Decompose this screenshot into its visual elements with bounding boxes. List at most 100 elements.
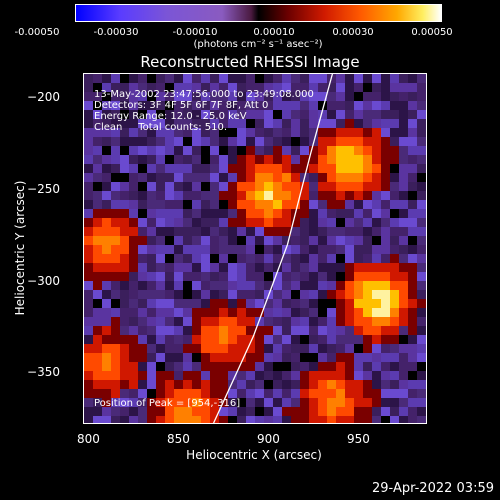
heatmap-cell [174,236,184,246]
heatmap-cell [300,110,310,120]
heatmap-cell [336,263,346,273]
heatmap-cell [192,308,202,318]
heatmap-cell [210,317,220,327]
heatmap-cell [336,182,346,192]
heatmap-cell [210,371,220,381]
heatmap-cell [165,416,175,423]
heatmap-cell [237,272,247,282]
heatmap-cell [309,326,319,336]
heatmap-cell [237,299,247,309]
heatmap-cell [336,371,346,381]
heatmap-cell [309,245,319,255]
heatmap-cell [165,389,175,399]
heatmap-cell [102,119,112,129]
heatmap-cell [345,74,355,84]
heatmap-cell [327,182,337,192]
heatmap-cell [138,344,148,354]
heatmap-cell [354,398,364,408]
heatmap-cell [111,164,121,174]
heatmap-cell [417,254,426,264]
heatmap-cell [390,119,400,129]
heatmap-cell [282,200,292,210]
heatmap-cell [84,155,94,165]
y-tick-label: −200 [27,89,60,104]
heatmap-cell [309,191,319,201]
heatmap-cell [390,137,400,147]
heatmap-cell [237,110,247,120]
heatmap-cell [228,416,238,423]
heatmap-cell [408,128,418,138]
heatmap-cell [282,191,292,201]
heatmap-cell [147,155,157,165]
colorbar-tick-label: -0.00010 [172,27,218,38]
heatmap-cell [417,164,426,174]
heatmap-cell [228,182,238,192]
heatmap-cell [165,254,175,264]
heatmap-cell [138,236,148,246]
heatmap-cell [174,344,184,354]
heatmap-cell [201,83,211,93]
heatmap-cell [219,254,229,264]
heatmap-cell [300,263,310,273]
heatmap-cell [381,92,391,102]
heatmap-cell [381,200,391,210]
heatmap-cell [381,335,391,345]
heatmap-cell [354,83,364,93]
heatmap-cell [183,92,193,102]
heatmap-cell [201,191,211,201]
heatmap-cell [147,92,157,102]
heatmap-cell [264,254,274,264]
heatmap-cell [129,254,139,264]
heatmap-cell [363,416,373,423]
heatmap-cell [264,308,274,318]
heatmap-cell [264,92,274,102]
heatmap-cell [111,281,121,291]
heatmap-cell [381,128,391,138]
heatmap-cell [93,128,103,138]
heatmap-cell [201,182,211,192]
heatmap-cell [219,326,229,336]
heatmap-cell [210,362,220,372]
heatmap-cell [228,398,238,408]
heatmap-cell [147,236,157,246]
heatmap-cell [129,155,139,165]
heatmap-cell [174,308,184,318]
heatmap-cell [210,398,220,408]
heatmap-cell [174,119,184,129]
heatmap-cell [219,200,229,210]
heatmap-cell [282,398,292,408]
heatmap-cell [327,317,337,327]
heatmap-cell [192,227,202,237]
heatmap-cell [174,317,184,327]
heatmap-cell [273,164,283,174]
heatmap-cell [201,308,211,318]
heatmap-cell [309,344,319,354]
heatmap-cell [156,173,166,183]
heatmap-cell [102,308,112,318]
heatmap-cell [354,173,364,183]
heatmap-cell [84,92,94,102]
heatmap-cell [309,155,319,165]
heatmap-cell [336,110,346,120]
heatmap-cell [228,335,238,345]
x-axis-label: Heliocentric X (arcsec) [186,448,322,462]
heatmap-cell [174,191,184,201]
heatmap-cell [300,137,310,147]
heatmap-cell [417,155,426,165]
heatmap-cell [174,416,184,423]
heatmap-cell [228,218,238,228]
heatmap-cell [192,272,202,282]
heatmap-cell [93,263,103,273]
heatmap-cell [219,353,229,363]
heatmap-cell [327,371,337,381]
heatmap-cell [183,389,193,399]
heatmap-cell [165,299,175,309]
heatmap-cell [246,335,256,345]
heatmap-cell [129,245,139,255]
heatmap-cell [381,218,391,228]
heatmap-cell [309,146,319,156]
heatmap-cell [156,254,166,264]
heatmap-cell [84,119,94,129]
heatmap-cell [300,83,310,93]
heatmap-cell [93,254,103,264]
